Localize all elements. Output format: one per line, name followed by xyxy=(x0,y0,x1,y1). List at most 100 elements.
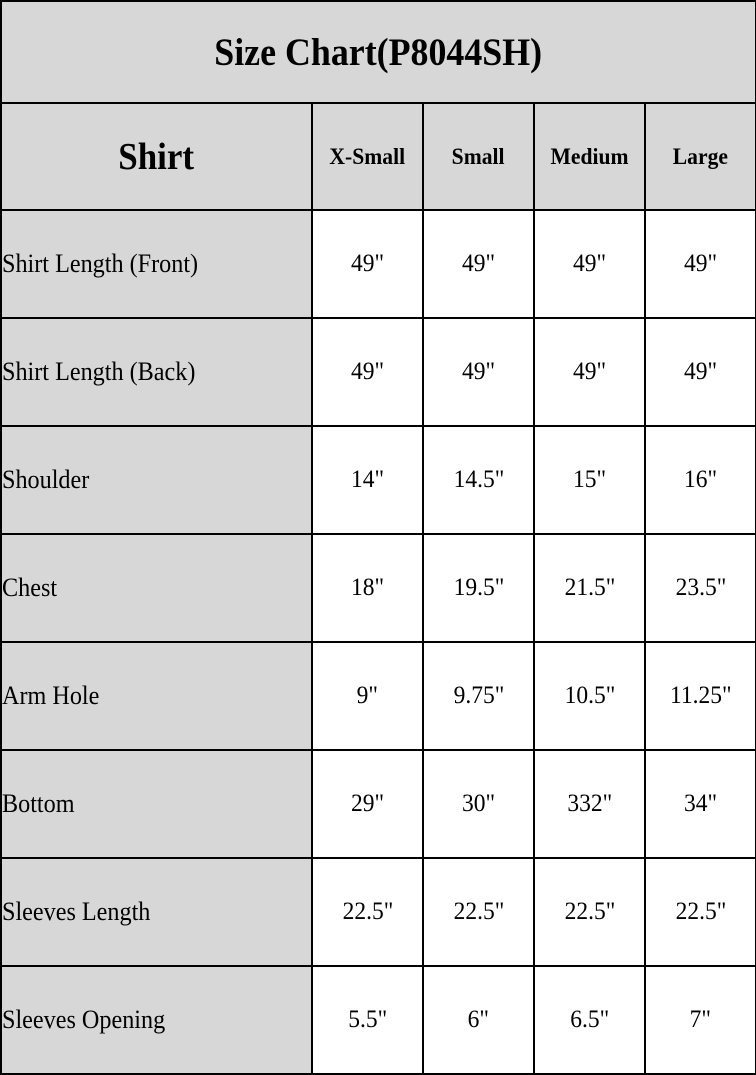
table-row: Sleeves Opening 5.5" 6" 6.5" 7" xyxy=(0,965,756,1075)
size-header-cell-medium: Medium xyxy=(533,102,646,211)
measurement-label-cell: Arm Hole xyxy=(0,641,313,751)
measurement-label: Shoulder xyxy=(2,465,90,494)
measurement-value-cell: 10.5" xyxy=(533,641,646,751)
measurement-label-cell: Shoulder xyxy=(0,425,313,535)
measurement-value: 29" xyxy=(350,790,385,817)
table-row: Bottom 29" 30" 332" 34" xyxy=(0,749,756,859)
measurement-value-cell: 22.5" xyxy=(311,857,424,967)
measurement-value-cell: 16" xyxy=(643,425,756,535)
measurement-value: 49" xyxy=(572,358,607,385)
measurement-value: 49" xyxy=(461,358,496,385)
measurement-value-cell: 49" xyxy=(533,209,646,319)
measurement-value: 11.25" xyxy=(669,682,732,709)
chart-title-row: Size Chart(P8044SH) xyxy=(0,0,756,104)
measurement-value-cell: 7" xyxy=(643,965,756,1075)
measurement-value-cell: 23.5" xyxy=(643,533,756,643)
table-row: Shoulder 14" 14.5" 15" 16" xyxy=(0,425,756,535)
measurement-label: Sleeves Length xyxy=(2,897,151,926)
size-header-cell-small: Small xyxy=(422,102,535,211)
measurement-value-cell: 19.5" xyxy=(422,533,535,643)
measurement-value: 49" xyxy=(461,250,496,277)
measurement-value: 5.5" xyxy=(348,1006,387,1033)
measurement-value: 21.5" xyxy=(564,574,615,601)
size-header-cell-large: Large xyxy=(643,102,756,211)
measurement-value-cell: 49" xyxy=(533,317,646,427)
measurement-label: Bottom xyxy=(2,789,75,818)
measurement-value-cell: 21.5" xyxy=(533,533,646,643)
measurement-value-cell: 49" xyxy=(643,209,756,319)
measurement-value: 9" xyxy=(356,682,379,709)
measurement-value-cell: 332" xyxy=(533,749,646,859)
measurement-label-cell: Sleeves Opening xyxy=(0,965,313,1075)
table-row: Shirt Length (Back) 49" 49" 49" 49" xyxy=(0,317,756,427)
measurement-value: 15" xyxy=(572,466,607,493)
measurement-label: Sleeves Opening xyxy=(2,1005,166,1034)
size-header-label-x-small: X-Small xyxy=(329,143,406,169)
measurement-value: 49" xyxy=(572,250,607,277)
table-row: Chest 18" 19.5" 21.5" 23.5" xyxy=(0,533,756,643)
measurement-value-cell: 22.5" xyxy=(643,857,756,967)
measurement-label-cell: Sleeves Length xyxy=(0,857,313,967)
measurement-value-cell: 14.5" xyxy=(422,425,535,535)
measurement-label: Shirt Length (Front) xyxy=(2,249,199,278)
size-header-cell-x-small: X-Small xyxy=(311,102,424,211)
measurement-value-cell: 9.75" xyxy=(422,641,535,751)
size-header-label-medium: Medium xyxy=(550,143,629,169)
measurement-value: 9.75" xyxy=(453,682,504,709)
measurement-value: 22.5" xyxy=(453,898,504,925)
measurement-value: 49" xyxy=(683,250,718,277)
measurement-value: 14" xyxy=(350,466,385,493)
column-header-row: Shirt X-Small Small Medium Large xyxy=(0,102,756,211)
measurement-value-cell: 34" xyxy=(643,749,756,859)
measurement-value-cell: 29" xyxy=(311,749,424,859)
measurement-value: 23.5" xyxy=(675,574,726,601)
measurement-value-cell: 6" xyxy=(422,965,535,1075)
measurement-value-cell: 49" xyxy=(311,209,424,319)
measurement-value-cell: 30" xyxy=(422,749,535,859)
measurement-value: 22.5" xyxy=(675,898,726,925)
measurement-value-cell: 49" xyxy=(422,317,535,427)
measurement-value: 7" xyxy=(689,1006,712,1033)
measurement-label: Shirt Length (Back) xyxy=(2,357,196,386)
size-header-label-small: Small xyxy=(452,143,505,169)
measurement-value-cell: 14" xyxy=(311,425,424,535)
size-header-label-large: Large xyxy=(672,143,729,169)
measurement-value: 6.5" xyxy=(570,1006,609,1033)
measurement-value: 49" xyxy=(683,358,718,385)
measurement-value-cell: 18" xyxy=(311,533,424,643)
table-row: Arm Hole 9" 9.75" 10.5" 11.25" xyxy=(0,641,756,751)
measurement-value-cell: 11.25" xyxy=(643,641,756,751)
measurement-label-cell: Shirt Length (Back) xyxy=(0,317,313,427)
chart-title-cell: Size Chart(P8044SH) xyxy=(0,0,756,104)
measurement-value-cell: 49" xyxy=(311,317,424,427)
measurement-value: 22.5" xyxy=(342,898,393,925)
measurement-value-cell: 5.5" xyxy=(311,965,424,1075)
measurement-value: 34" xyxy=(683,790,718,817)
table-row: Sleeves Length 22.5" 22.5" 22.5" 22.5" xyxy=(0,857,756,967)
measurement-label: Chest xyxy=(2,573,58,602)
measurement-value-cell: 49" xyxy=(643,317,756,427)
measurement-value-cell: 22.5" xyxy=(422,857,535,967)
measurement-value: 16" xyxy=(683,466,718,493)
measurement-value: 22.5" xyxy=(564,898,615,925)
measurement-value: 18" xyxy=(350,574,385,601)
corner-header-cell: Shirt xyxy=(0,102,313,211)
measurement-label-cell: Chest xyxy=(0,533,313,643)
measurement-value: 14.5" xyxy=(453,466,504,493)
measurement-value: 19.5" xyxy=(453,574,504,601)
measurement-value: 10.5" xyxy=(564,682,615,709)
measurement-value-cell: 22.5" xyxy=(533,857,646,967)
measurement-value: 30" xyxy=(461,790,496,817)
measurement-label-cell: Shirt Length (Front) xyxy=(0,209,313,319)
measurement-value: 49" xyxy=(350,358,385,385)
table-row: Shirt Length (Front) 49" 49" 49" 49" xyxy=(0,209,756,319)
measurement-value-cell: 6.5" xyxy=(533,965,646,1075)
measurement-value: 6" xyxy=(467,1006,490,1033)
measurement-value-cell: 15" xyxy=(533,425,646,535)
measurement-value-cell: 9" xyxy=(311,641,424,751)
page-title: Size Chart(P8044SH) xyxy=(214,30,543,74)
measurement-value-cell: 49" xyxy=(422,209,535,319)
measurement-label-cell: Bottom xyxy=(0,749,313,859)
